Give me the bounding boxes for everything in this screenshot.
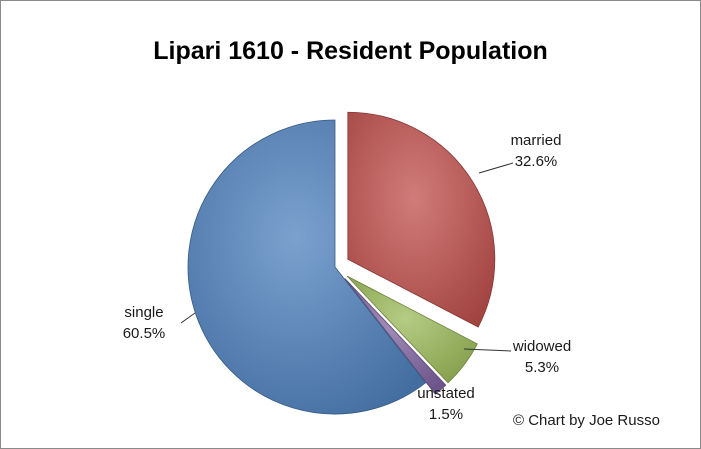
pie-slice-married	[347, 111, 496, 328]
chart-title: Lipari 1610 - Resident Population	[153, 37, 548, 65]
slice-label-married: married	[511, 132, 562, 149]
pie-slice-unstated	[344, 278, 447, 395]
slice-value-married: 32.6%	[515, 153, 558, 170]
slice-label-unstated: unstated	[417, 385, 475, 402]
chart-credit: © Chart by Joe Russo	[513, 412, 660, 429]
leader-line-widowed	[463, 348, 512, 352]
pie-slice-single	[187, 119, 427, 415]
slice-value-widowed: 5.3%	[525, 359, 559, 376]
slice-label-widowed: widowed	[512, 338, 571, 355]
pie-slice-widowed	[346, 275, 478, 384]
leader-line-married	[478, 162, 514, 174]
slice-label-single: single	[124, 304, 163, 321]
leader-line-single	[180, 312, 196, 324]
slice-value-unstated: 1.5%	[429, 406, 463, 423]
slice-value-single: 60.5%	[123, 325, 166, 342]
